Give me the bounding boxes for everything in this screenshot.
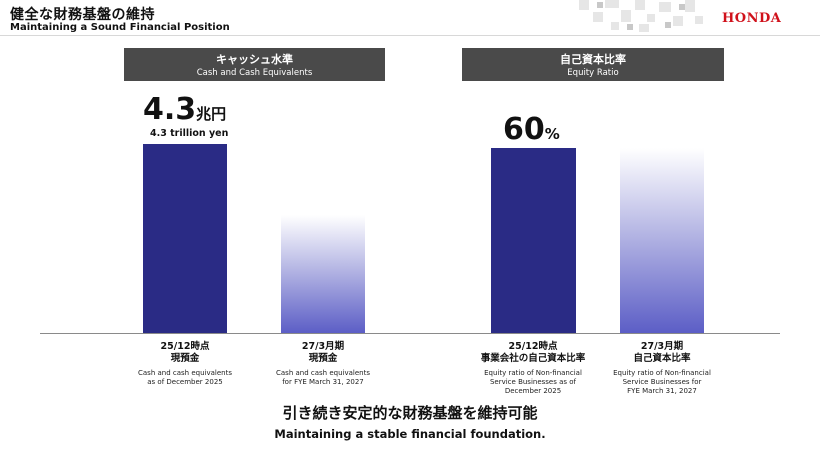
cash-highlight-value: 4.3兆円 [143,92,226,127]
cash-actual-label: 25/12時点 現預金 Cash and cash equivalents as… [138,341,232,386]
cash-bar-forecast [281,215,365,333]
slide-header: 健全な財務基盤の維持 Maintaining a Sound Financial… [0,0,820,36]
page-title: 健全な財務基盤の維持 [10,7,155,23]
cash-value: 4.3 [143,92,197,127]
equity-bar-actual [491,148,576,333]
chart-baseline [40,333,780,334]
cash-bar-actual [143,144,227,333]
equity-value: 60 [503,112,545,147]
equity-forecast-label: 27/3月期 自己資本比率 Equity ratio of Non-financ… [613,341,711,395]
conclusion-ja: 引き続き安定的な財務基盤を維持可能 [282,404,538,422]
conclusion-en: Maintaining a stable financial foundatio… [274,427,546,441]
cash-forecast-label: 27/3月期 現預金 Cash and cash equivalents for… [276,341,370,386]
pixel-pattern-decoration [579,0,703,32]
equity-bar-forecast [620,148,704,333]
cash-unit: 兆円 [196,105,227,123]
honda-logo: HONDA [722,11,782,26]
cash-panel-header: キャッシュ水準 Cash and Cash Equivalents [124,48,385,81]
cash-highlight-sub: 4.3 trillion yen [150,128,229,139]
equity-panel-header: 自己資本比率 Equity Ratio [462,48,724,81]
equity-panel-subtitle: Equity Ratio [567,68,619,78]
header-divider [0,35,820,36]
cash-panel-title: キャッシュ水準 [216,53,293,66]
equity-panel-title: 自己資本比率 [560,53,626,66]
page-subtitle: Maintaining a Sound Financial Position [10,22,230,33]
cash-panel-subtitle: Cash and Cash Equivalents [196,68,313,78]
equity-highlight-value: 60% [503,112,560,147]
equity-actual-label: 25/12時点 事業会社の自己資本比率 Equity ratio of Non-… [480,341,586,395]
equity-unit: % [544,125,560,143]
